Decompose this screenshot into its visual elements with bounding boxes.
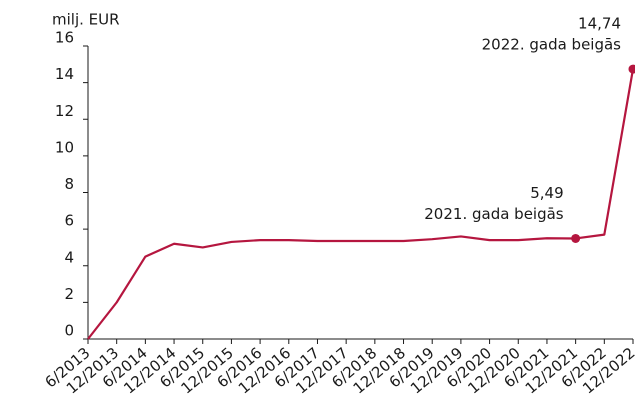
- point: [628, 64, 635, 74]
- y-tick-label: 0: [64, 322, 74, 340]
- value-label: 14,74: [578, 15, 621, 33]
- y-tick-label: 4: [64, 248, 74, 266]
- value-note: 2021. gada beigās: [424, 205, 564, 223]
- y-tick-label: 14: [55, 65, 74, 83]
- y-tick-label: 8: [64, 175, 74, 193]
- y-tick-label: 6: [64, 212, 74, 230]
- value-note: 2022. gada beigās: [482, 36, 622, 54]
- y-tick-label: 10: [55, 138, 74, 156]
- point: [571, 233, 581, 243]
- y-tick-label: 16: [55, 29, 74, 47]
- line: [87, 68, 635, 340]
- y-tick-label: 12: [55, 102, 74, 120]
- value-label: 5,49: [530, 184, 563, 202]
- y-tick-label: 2: [64, 285, 74, 303]
- y-axis-label: milj. EUR: [52, 11, 120, 29]
